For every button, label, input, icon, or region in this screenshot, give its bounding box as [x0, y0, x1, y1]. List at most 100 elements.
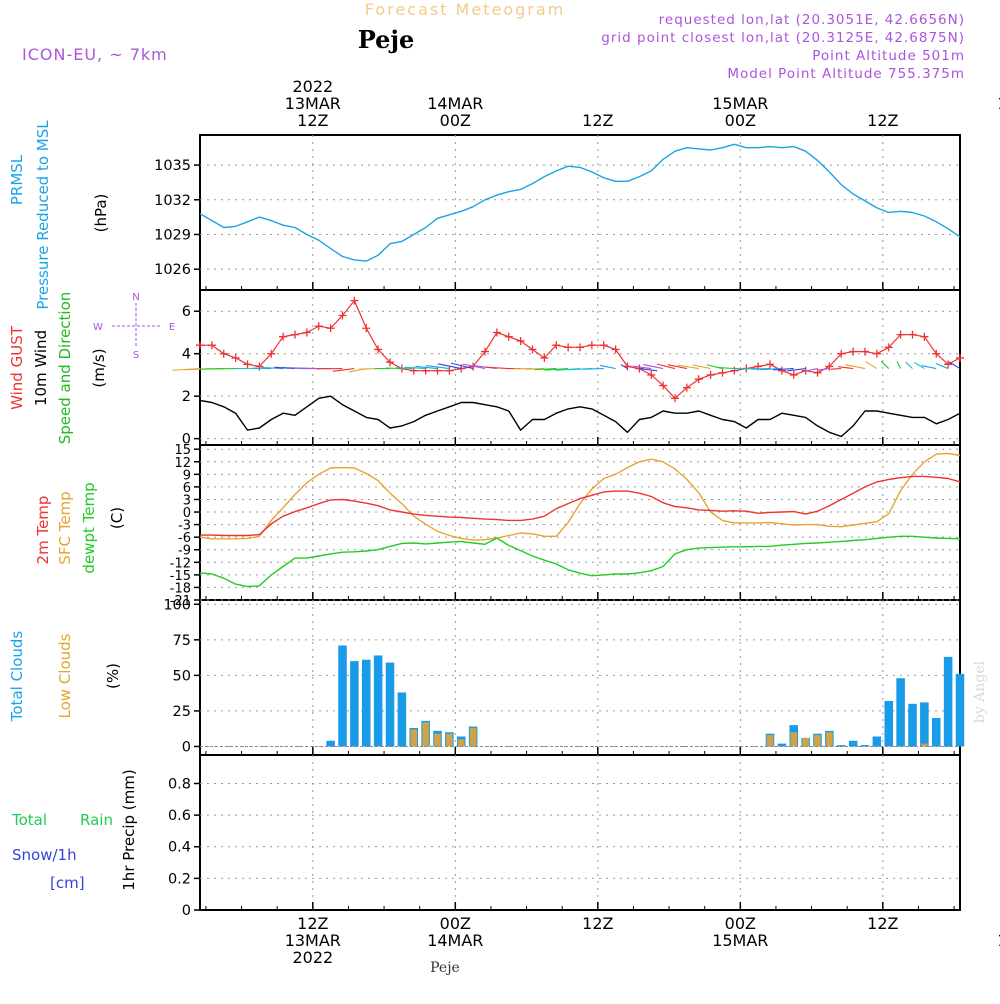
gridpoint-coords: grid point closest lon,lat (20.3125E, 42…	[601, 30, 965, 46]
total-cloud-bar	[398, 692, 407, 746]
temp-label-sfc: SFC Temp	[56, 491, 74, 564]
total-cloud-bar	[350, 661, 359, 746]
pressure-unit: (hPa)	[92, 194, 110, 233]
gust-point	[719, 369, 727, 377]
ytick-label-pressure-1: 1029	[154, 227, 191, 243]
clouds-label-low: Low Clouds	[56, 633, 74, 718]
total-cloud-bar	[873, 737, 882, 747]
wind-arrow	[830, 369, 841, 370]
gust-point	[208, 341, 216, 349]
temp-panel	[200, 445, 960, 600]
ytick-label-precip-4: 0.8	[168, 776, 191, 792]
gust-point	[279, 333, 287, 341]
clouds-unit: (%)	[104, 663, 122, 689]
total-cloud-bar	[908, 704, 917, 747]
top-tick-label-1-2: 00Z	[440, 111, 471, 130]
point-altitude: Point Altitude 501m	[812, 48, 965, 64]
top-tick-label-2-2: 12Z	[582, 111, 613, 130]
ytick-label-precip-3: 0.6	[168, 808, 191, 824]
gust-point	[303, 328, 311, 336]
y-axes: 10261029103210350246-21-18-15-12-9-6-303…	[154, 158, 200, 919]
gust-point	[517, 337, 525, 345]
ytick-label-wind-1: 2	[182, 389, 191, 405]
gust-point	[778, 367, 786, 375]
ytick-label-temp-12: 15	[174, 443, 191, 458]
gust-point	[564, 343, 572, 351]
wind-arrow	[949, 362, 960, 369]
low-cloud-bar	[767, 735, 774, 746]
model-altitude: Model Point Altitude 755.375m	[727, 66, 965, 82]
wind-arrow	[865, 362, 877, 369]
precip-label-snow: Snow/1h	[12, 846, 77, 864]
gust-point	[600, 341, 608, 349]
wind-arrow	[486, 367, 509, 368]
precip-label-cm: [cm]	[50, 874, 85, 892]
low-cloud-bar	[790, 732, 797, 746]
precip-label-total: Total	[11, 811, 47, 829]
gust-point	[873, 350, 881, 358]
low-cloud-bar	[446, 734, 453, 747]
ytick-label-precip-0: 0	[182, 903, 191, 919]
pressure-label-2: Pressure Reduced to MSL	[34, 120, 52, 310]
low-cloud-bar	[422, 722, 429, 746]
temp-label-dewpt: dewpt Temp	[80, 482, 98, 573]
low-cloud-bar	[434, 734, 441, 747]
total-cloud-bar	[920, 702, 929, 746]
gust-point	[505, 333, 513, 341]
total-cloud-bar	[374, 655, 383, 746]
low-cloud-bar	[458, 739, 465, 746]
compass-s: S	[133, 350, 139, 361]
ytick-label-pressure-3: 1035	[154, 158, 191, 174]
gust-point	[790, 371, 798, 379]
bottom-tick-label-2-0: 12Z	[582, 914, 613, 933]
precip-unit: 1hr Precip (mm)	[120, 769, 138, 890]
gust-point	[861, 348, 869, 356]
footer-location: Peje	[430, 960, 460, 976]
gust-point	[362, 324, 370, 332]
top-tick-label-4-2: 12Z	[867, 111, 898, 130]
pressure-label-1: PRMSL	[8, 154, 26, 205]
ytick-label-clouds-0: 0	[182, 739, 191, 755]
requested-coords: requested lon,lat (20.3051E, 42.6656N)	[659, 12, 965, 28]
gust-point	[220, 350, 228, 358]
compass-w: W	[93, 322, 103, 333]
bottom-tick-label-0-2: 2022	[292, 948, 333, 967]
wind-arrow	[817, 369, 829, 371]
gust-point	[315, 322, 323, 330]
ytick-label-precip-2: 0.4	[168, 840, 191, 856]
wind-arrow	[906, 362, 913, 369]
total-cloud-bar	[326, 741, 335, 747]
gust-point	[588, 341, 596, 349]
gust-point	[909, 331, 917, 339]
top-tick-label-3-2: 00Z	[725, 111, 756, 130]
gust-point	[766, 360, 774, 368]
credit-text: by Angel	[972, 660, 988, 723]
gust-point	[291, 331, 299, 339]
model-label: ICON-EU, ~ 7km	[22, 45, 168, 64]
total-cloud-bar	[386, 663, 395, 747]
gust-point	[707, 371, 715, 379]
dewpt-line	[200, 536, 960, 586]
ytick-label-clouds-3: 75	[173, 633, 191, 649]
wind-label-10m: 10m Wind	[32, 330, 50, 406]
ytick-label-precip-1: 0.2	[168, 871, 191, 887]
gust-point	[695, 375, 703, 383]
temp-label-2m: 2m Temp	[34, 496, 52, 565]
total-cloud-bar	[896, 678, 905, 746]
ytick-label-clouds-4: 100	[163, 597, 191, 613]
gridlines	[200, 135, 1000, 910]
wind-label-speed: Speed and Direction	[56, 292, 74, 445]
compass-e: E	[169, 322, 175, 333]
total-cloud-bar	[956, 674, 965, 747]
low-cloud-bar	[410, 729, 417, 746]
total-cloud-bar	[338, 646, 347, 747]
ytick-label-wind-2: 4	[182, 347, 191, 363]
top-tick-label-0-2: 12Z	[297, 111, 328, 130]
total-cloud-bar	[944, 657, 953, 747]
precip-panel	[200, 755, 960, 910]
gust-point	[493, 328, 501, 336]
total-cloud-bar	[884, 701, 893, 747]
gust-point	[576, 343, 584, 351]
total-cloud-bar	[362, 660, 371, 747]
